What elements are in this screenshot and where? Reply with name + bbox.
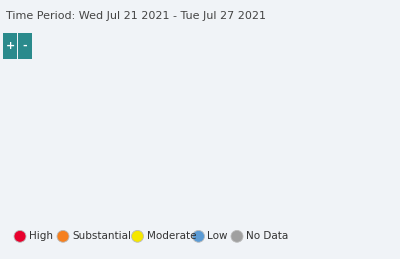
Text: -: -	[23, 41, 27, 51]
Text: Substantial: Substantial	[72, 231, 131, 241]
Text: Low: Low	[208, 231, 228, 241]
Text: No Data: No Data	[246, 231, 288, 241]
Text: Time Period: Wed Jul 21 2021 - Tue Jul 27 2021: Time Period: Wed Jul 21 2021 - Tue Jul 2…	[6, 11, 266, 21]
Text: High: High	[29, 231, 53, 241]
Circle shape	[57, 231, 69, 242]
Text: Moderate: Moderate	[146, 231, 196, 241]
Circle shape	[231, 231, 243, 242]
Circle shape	[192, 231, 204, 242]
Circle shape	[132, 231, 144, 242]
Circle shape	[14, 231, 26, 242]
FancyBboxPatch shape	[3, 33, 17, 59]
Text: +: +	[6, 41, 15, 51]
FancyBboxPatch shape	[18, 33, 32, 59]
